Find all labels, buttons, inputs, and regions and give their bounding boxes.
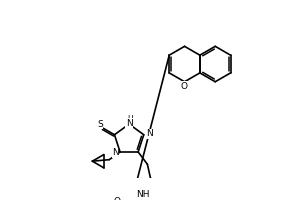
- Text: O: O: [114, 197, 121, 200]
- Text: O: O: [180, 82, 187, 91]
- Text: N: N: [112, 148, 119, 157]
- Text: N: N: [126, 119, 133, 128]
- Text: H: H: [127, 115, 133, 124]
- Text: N: N: [146, 129, 152, 138]
- Text: S: S: [97, 120, 103, 129]
- Text: NH: NH: [136, 190, 149, 199]
